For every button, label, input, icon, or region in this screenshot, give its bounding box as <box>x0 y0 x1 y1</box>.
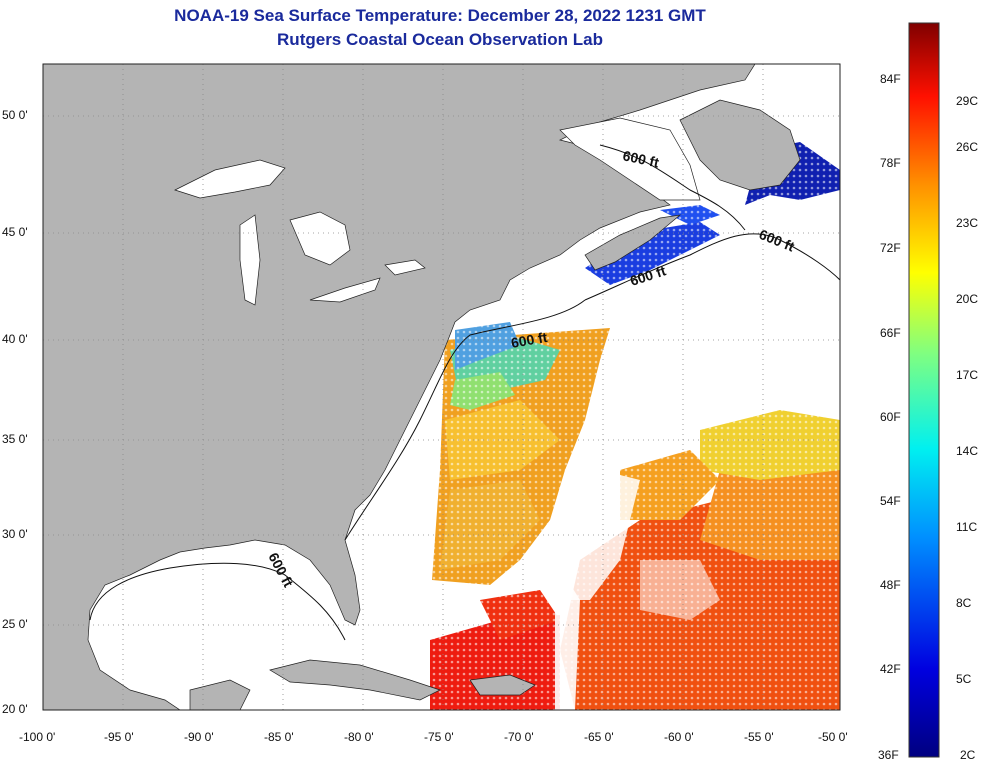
colorbar-f-label: 48F <box>880 578 901 592</box>
lat-tick-label: 50 0' <box>2 108 28 122</box>
colorbar-f-label: 78F <box>880 156 901 170</box>
colorbar-c-label: 8C <box>956 596 972 610</box>
colorbar-f-label: 84F <box>880 72 901 86</box>
lon-tick-label: -55 0' <box>744 730 774 744</box>
colorbar-c-label: 29C <box>956 94 979 108</box>
colorbar-f-label: 42F <box>880 662 901 676</box>
lon-tick-label: -65 0' <box>584 730 614 744</box>
lon-tick-label: -85 0' <box>264 730 294 744</box>
lon-tick-label: -95 0' <box>104 730 134 744</box>
contour-label: 600 ft <box>621 147 660 170</box>
lat-tick-label: 45 0' <box>2 225 28 239</box>
map-title: NOAA-19 Sea Surface Temperature: Decembe… <box>174 6 706 25</box>
lon-tick-label: -80 0' <box>344 730 374 744</box>
colorbar-f-label: 54F <box>880 494 901 508</box>
colorbar-c-label: 23C <box>956 216 979 230</box>
map-frame <box>42 63 841 711</box>
colorbar-c-label: 26C <box>956 140 979 154</box>
lon-tick-label: -75 0' <box>424 730 454 744</box>
colorbar-f-label: 66F <box>880 326 901 340</box>
colorbar-c-label: 5C <box>956 672 972 686</box>
colorbar-c-label: 14C <box>956 444 979 458</box>
colorbar-c-label: 2C <box>960 748 976 762</box>
lat-tick-label: 20 0' <box>2 702 28 716</box>
600ft-contour <box>89 144 840 641</box>
colorbar-f-label: 60F <box>880 410 901 424</box>
colorbar-f-label: 72F <box>880 241 901 255</box>
map-subtitle: Rutgers Coastal Ocean Observation Lab <box>277 30 603 49</box>
great-lakes <box>174 117 701 306</box>
lon-tick-label: -60 0' <box>664 730 694 744</box>
lon-tick-label: -50 0' <box>818 730 848 744</box>
lat-tick-label: 30 0' <box>2 527 28 541</box>
lat-tick-label: 40 0' <box>2 332 28 346</box>
lat-tick-label: 25 0' <box>2 617 28 631</box>
land-layer <box>43 64 801 710</box>
lon-tick-label: -90 0' <box>184 730 214 744</box>
colorbar-c-label: 20C <box>956 292 979 306</box>
lat-tick-label: 35 0' <box>2 432 28 446</box>
colorbar-gradient <box>909 23 939 757</box>
colorbar-c-label: 11C <box>956 520 978 534</box>
colorbar-f-label: 36F <box>878 748 899 762</box>
lon-tick-label: -100 0' <box>19 730 56 744</box>
lon-tick-label: -70 0' <box>504 730 534 744</box>
colorbar-c-label: 17C <box>956 368 979 382</box>
contour-label: 600 ft <box>510 329 549 351</box>
